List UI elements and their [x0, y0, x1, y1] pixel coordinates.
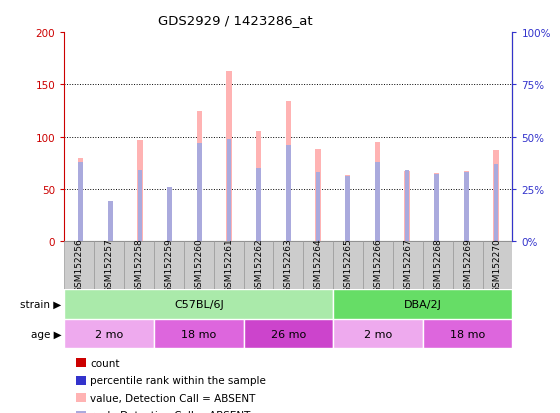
Text: DBA/2J: DBA/2J	[404, 299, 442, 309]
Bar	[256, 169, 261, 242]
Text: GSM152270: GSM152270	[493, 238, 502, 293]
Bar	[316, 173, 320, 242]
Text: age ▶: age ▶	[31, 329, 62, 339]
Bar	[214, 242, 244, 289]
Bar	[345, 176, 351, 242]
Text: 2 mo: 2 mo	[95, 329, 123, 339]
Text: GSM152258: GSM152258	[134, 238, 143, 293]
Bar	[405, 171, 409, 242]
Bar	[483, 242, 512, 289]
Text: GSM152264: GSM152264	[314, 238, 323, 292]
Text: C57BL/6J: C57BL/6J	[174, 299, 223, 309]
Bar	[435, 175, 439, 242]
Text: rank, Detection Call = ABSENT: rank, Detection Call = ABSENT	[90, 410, 250, 413]
Text: 18 mo: 18 mo	[181, 329, 216, 339]
Bar	[94, 242, 124, 289]
Text: GSM152259: GSM152259	[165, 238, 174, 293]
Bar	[256, 132, 262, 242]
Bar	[286, 146, 291, 242]
Bar	[423, 242, 452, 289]
Text: GSM152267: GSM152267	[403, 238, 412, 293]
Bar	[78, 162, 83, 242]
Bar	[244, 242, 273, 289]
Bar	[315, 150, 321, 242]
Bar	[154, 242, 184, 289]
Text: GSM152260: GSM152260	[194, 238, 203, 293]
Text: 26 mo: 26 mo	[271, 329, 306, 339]
Bar	[452, 242, 483, 289]
Bar	[404, 172, 410, 242]
Text: GSM152262: GSM152262	[254, 238, 263, 292]
Bar	[423, 319, 512, 349]
Bar	[434, 174, 440, 242]
Bar	[124, 242, 154, 289]
Bar	[138, 171, 142, 242]
Bar	[393, 242, 423, 289]
Text: GSM152263: GSM152263	[284, 238, 293, 293]
Bar	[64, 242, 94, 289]
Bar	[227, 140, 231, 242]
Bar	[375, 142, 380, 242]
Bar	[137, 140, 143, 242]
Bar	[363, 242, 393, 289]
Bar	[333, 242, 363, 289]
Bar	[64, 319, 154, 349]
Bar	[64, 289, 333, 319]
Text: GSM152265: GSM152265	[344, 238, 353, 293]
Bar	[304, 242, 333, 289]
Bar	[167, 188, 172, 242]
Text: GSM152266: GSM152266	[374, 238, 382, 293]
Text: value, Detection Call = ABSENT: value, Detection Call = ABSENT	[90, 393, 255, 403]
Text: strain ▶: strain ▶	[20, 299, 62, 309]
Bar	[78, 158, 83, 242]
Bar	[273, 242, 304, 289]
Bar	[464, 173, 469, 242]
Bar	[108, 202, 113, 242]
Text: percentile rank within the sample: percentile rank within the sample	[90, 375, 266, 385]
Bar	[333, 319, 423, 349]
Bar	[244, 319, 333, 349]
Bar	[197, 111, 202, 242]
Bar	[184, 242, 214, 289]
Text: GSM152269: GSM152269	[463, 238, 472, 293]
Text: 18 mo: 18 mo	[450, 329, 485, 339]
Bar	[197, 144, 202, 242]
Bar	[286, 102, 291, 242]
Bar	[108, 216, 113, 242]
Bar	[493, 151, 499, 242]
Text: GSM152261: GSM152261	[224, 238, 233, 293]
Bar	[464, 172, 469, 242]
Bar	[494, 164, 498, 242]
Text: 2 mo: 2 mo	[364, 329, 392, 339]
Bar	[346, 177, 350, 242]
Text: GSM152257: GSM152257	[105, 238, 114, 293]
Bar	[154, 319, 244, 349]
Bar	[375, 162, 380, 242]
Text: count: count	[90, 358, 120, 368]
Bar	[226, 71, 232, 242]
Text: GSM152268: GSM152268	[433, 238, 442, 293]
Bar	[333, 289, 512, 319]
Text: GDS2929 / 1423286_at: GDS2929 / 1423286_at	[158, 14, 312, 27]
Text: GSM152256: GSM152256	[75, 238, 84, 293]
Bar	[167, 188, 172, 242]
